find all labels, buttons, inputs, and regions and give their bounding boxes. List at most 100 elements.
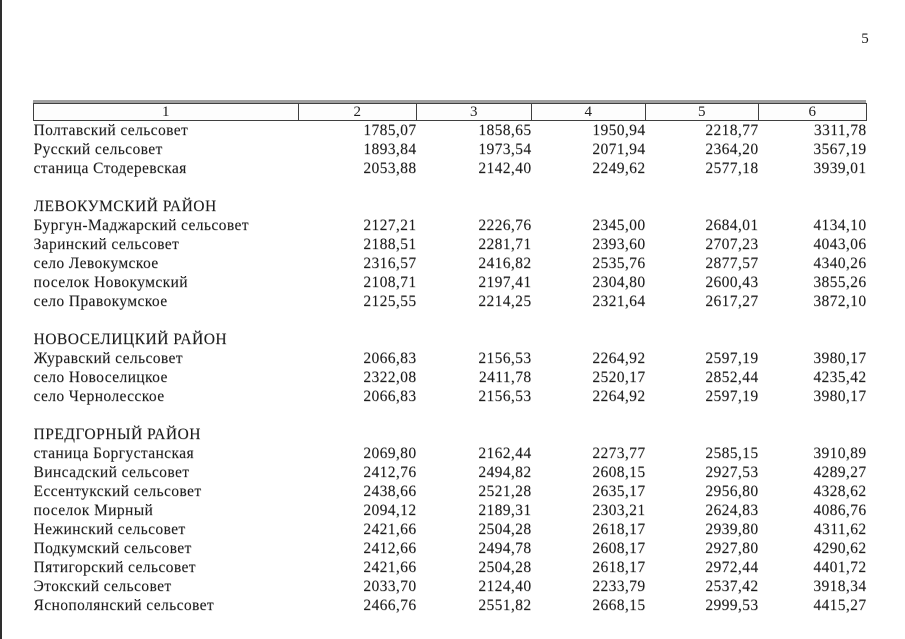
column-header: 4 xyxy=(531,103,646,121)
row-value: 2551,82 xyxy=(478,597,532,614)
row-value: 2125,55 xyxy=(363,293,417,310)
row-value: 2927,80 xyxy=(705,540,759,557)
row-value: 2066,83 xyxy=(363,350,417,367)
column-header: 5 xyxy=(645,103,759,121)
table-row: Ессентукский сельсовет 2438,66 2521,28 2635… xyxy=(34,482,867,501)
row-value: 2416,82 xyxy=(478,255,532,272)
row-label: Русский сельсовет xyxy=(33,141,163,158)
row-value: 2214,25 xyxy=(478,293,532,310)
row-value: 2249,62 xyxy=(592,160,646,177)
row-value: 2618,17 xyxy=(592,559,646,576)
row-value: 2624,83 xyxy=(705,502,759,519)
row-value: 1950,94 xyxy=(592,122,646,139)
table-row: Нежинский сельсовет 2421,66 2504,28 2618,17… xyxy=(34,520,867,539)
row-value: 2127,21 xyxy=(363,217,417,234)
column-header: 3 xyxy=(416,103,532,121)
row-value: 2033,70 xyxy=(363,578,417,595)
row-label: Этокский сельсовет xyxy=(33,578,172,595)
row-label: Полтавский сельсовет xyxy=(33,122,189,139)
table-row: Яснополянский сельсовет 2466,76 2551,82 266… xyxy=(34,596,867,615)
table-row: станица Боргустанская 2069,80 2162,44 2273,… xyxy=(34,444,867,463)
row-label: село Левокумское xyxy=(33,255,159,272)
column-header: 6 xyxy=(758,103,867,121)
section-spacer xyxy=(34,311,867,330)
row-label: Журавский сельсовет xyxy=(33,350,183,367)
table-row: село Новоселицкое 2322,08 2411,78 2520,17 28… xyxy=(34,368,867,387)
row-value: 2852,44 xyxy=(705,369,759,386)
row-value: 2618,17 xyxy=(592,521,646,538)
row-value: 2071,94 xyxy=(592,141,646,158)
row-value: 2316,57 xyxy=(363,255,417,272)
row-value: 2197,41 xyxy=(478,274,532,291)
row-label: село Чернолесское xyxy=(33,388,165,405)
section-spacer xyxy=(34,178,867,197)
row-value: 2668,15 xyxy=(592,597,646,614)
row-value: 2421,66 xyxy=(363,521,417,538)
row-value: 2521,28 xyxy=(478,483,532,500)
row-value: 2999,53 xyxy=(705,597,759,614)
row-value: 2303,21 xyxy=(592,502,646,519)
row-value: 1973,54 xyxy=(478,141,532,158)
row-value: 2188,51 xyxy=(363,236,417,253)
row-value: 3918,34 xyxy=(813,578,867,595)
row-value: 2577,18 xyxy=(705,160,759,177)
row-value: 2504,28 xyxy=(478,521,532,538)
row-value: 2537,42 xyxy=(705,578,759,595)
row-value: 3980,17 xyxy=(813,350,867,367)
row-value: 3872,10 xyxy=(813,293,867,310)
section-title-row: ПРЕДГОРНЫЙ РАЙОН xyxy=(34,425,867,444)
row-value: 2608,15 xyxy=(592,464,646,481)
row-value: 4134,10 xyxy=(813,217,867,234)
table-row: село Левокумское 2316,57 2416,82 2535,76 287… xyxy=(34,254,867,273)
row-value: 2956,80 xyxy=(705,483,759,500)
row-value: 2321,64 xyxy=(592,293,646,310)
row-value: 2421,66 xyxy=(363,559,417,576)
section-spacer-row xyxy=(34,406,867,425)
row-label: Ессентукский сельсовет xyxy=(33,483,202,500)
row-value: 2322,08 xyxy=(363,369,417,386)
table-row: Пятигорский сельсовет 2421,66 2504,28 2618,… xyxy=(34,558,867,577)
table-row: Бургун-Маджарский сельсовет 2127,21 2226,7… xyxy=(34,216,867,235)
column-header: 1 xyxy=(33,103,299,121)
row-value: 4290,62 xyxy=(813,540,867,557)
row-label: Винсадский сельсовет xyxy=(33,464,190,481)
row-value: 2438,66 xyxy=(363,483,417,500)
row-value: 2218,77 xyxy=(705,122,759,139)
table-row: Полтавский сельсовет 1785,07 1858,65 1950,9… xyxy=(34,121,867,141)
row-value: 4043,06 xyxy=(813,236,867,253)
row-value: 1893,84 xyxy=(363,141,417,158)
row-value: 2684,01 xyxy=(705,217,759,234)
row-value: 3939,01 xyxy=(813,160,867,177)
row-value: 2412,66 xyxy=(363,540,417,557)
row-label: Нежинский сельсовет xyxy=(33,521,186,538)
table-row: Русский сельсовет 1893,84 1973,54 2071,94 23… xyxy=(34,140,867,159)
row-label: станица Боргустанская xyxy=(33,445,194,462)
row-value: 2466,76 xyxy=(363,597,417,614)
row-value: 4235,42 xyxy=(813,369,867,386)
row-label: село Правокумское xyxy=(33,293,168,310)
row-value: 2124,40 xyxy=(478,578,532,595)
table-row: Винсадский сельсовет 2412,76 2494,82 2608,1… xyxy=(34,463,867,482)
row-label: Пятигорский сельсовет xyxy=(33,559,196,576)
row-value: 2264,92 xyxy=(592,350,646,367)
row-value: 2877,57 xyxy=(705,255,759,272)
row-value: 4086,76 xyxy=(813,502,867,519)
table-row: поселок Мирный 2094,12 2189,31 2303,21 2624,… xyxy=(34,501,867,520)
column-header: 2 xyxy=(298,103,417,121)
section-title-row: НОВОСЕЛИЦКИЙ РАЙОН xyxy=(34,330,867,349)
section-spacer-row xyxy=(34,311,867,330)
row-value: 2600,43 xyxy=(705,274,759,291)
row-value: 2108,71 xyxy=(363,274,417,291)
row-label: Яснополянский сельсовет xyxy=(33,597,215,614)
row-value: 3567,19 xyxy=(813,141,867,158)
scan-edge-line xyxy=(0,0,2,639)
row-label: Заринский сельсовет xyxy=(33,236,180,253)
section-title-row: ЛЕВОКУМСКИЙ РАЙОН xyxy=(34,197,867,216)
row-label: село Новоселицкое xyxy=(33,369,168,386)
row-value: 2927,53 xyxy=(705,464,759,481)
row-value: 2094,12 xyxy=(363,502,417,519)
row-value: 3855,26 xyxy=(813,274,867,291)
table-body: Полтавский сельсовет 1785,07 1858,65 1950,9… xyxy=(34,121,867,616)
